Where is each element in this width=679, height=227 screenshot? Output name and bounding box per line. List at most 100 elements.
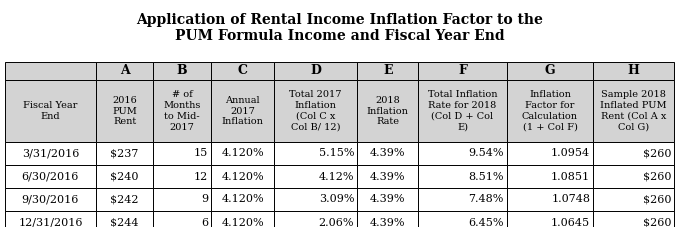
Bar [593, 142, 674, 165]
Text: E: E [383, 64, 392, 77]
Bar [507, 188, 593, 211]
Bar [507, 142, 593, 165]
Text: 6.45%: 6.45% [469, 217, 504, 227]
Bar [274, 211, 357, 227]
Bar [211, 165, 274, 188]
Bar [274, 142, 357, 165]
Text: 4.39%: 4.39% [370, 172, 405, 182]
Text: $244: $244 [111, 217, 139, 227]
Text: 3/31/2016: 3/31/2016 [22, 148, 79, 158]
Bar [153, 211, 211, 227]
Text: 12: 12 [194, 172, 208, 182]
Text: 6/30/2016: 6/30/2016 [22, 172, 79, 182]
Bar [211, 62, 274, 80]
Text: $242: $242 [111, 195, 139, 205]
Text: PUM Formula Income and Fiscal Year End: PUM Formula Income and Fiscal Year End [175, 29, 504, 43]
Bar [96, 211, 153, 227]
Text: $260: $260 [642, 217, 671, 227]
Bar [153, 142, 211, 165]
Bar [357, 62, 418, 80]
Text: 8.51%: 8.51% [469, 172, 504, 182]
Bar [593, 165, 674, 188]
Bar [507, 211, 593, 227]
Text: Total Inflation
Rate for 2018
(Col D + Col
E): Total Inflation Rate for 2018 (Col D + C… [428, 90, 497, 132]
Text: $240: $240 [111, 172, 139, 182]
Bar [96, 142, 153, 165]
Bar [153, 80, 211, 142]
Text: 6: 6 [201, 217, 208, 227]
Text: H: H [627, 64, 640, 77]
Bar [593, 80, 674, 142]
Text: Sample 2018
Inflated PUM
Rent (Col A x
Col G): Sample 2018 Inflated PUM Rent (Col A x C… [600, 90, 667, 132]
Bar [357, 188, 418, 211]
Text: # of
Months
to Mid-
2017: # of Months to Mid- 2017 [164, 90, 201, 132]
Text: 5.15%: 5.15% [318, 148, 354, 158]
Bar [418, 142, 507, 165]
Text: 9.54%: 9.54% [469, 148, 504, 158]
Text: C: C [238, 64, 248, 77]
Text: 4.39%: 4.39% [370, 217, 405, 227]
Bar [357, 142, 418, 165]
Bar [153, 165, 211, 188]
Text: 12/31/2016: 12/31/2016 [18, 217, 83, 227]
Text: Application of Rental Income Inflation Factor to the: Application of Rental Income Inflation F… [136, 13, 543, 27]
Text: G: G [545, 64, 555, 77]
Bar [593, 188, 674, 211]
Text: 4.120%: 4.120% [221, 217, 264, 227]
Bar [211, 142, 274, 165]
Text: 15: 15 [194, 148, 208, 158]
Bar [418, 188, 507, 211]
Bar [418, 211, 507, 227]
Text: A: A [120, 64, 130, 77]
Bar [357, 211, 418, 227]
Bar [274, 80, 357, 142]
Bar [507, 165, 593, 188]
Bar [5, 62, 96, 80]
Bar [153, 188, 211, 211]
Text: B: B [177, 64, 187, 77]
Text: 2.06%: 2.06% [318, 217, 354, 227]
Text: 4.120%: 4.120% [221, 172, 264, 182]
Bar [418, 165, 507, 188]
Text: $237: $237 [111, 148, 139, 158]
Bar [96, 62, 153, 80]
Text: 1.0954: 1.0954 [551, 148, 590, 158]
Bar [211, 188, 274, 211]
Text: 4.120%: 4.120% [221, 148, 264, 158]
Text: 1.0645: 1.0645 [551, 217, 590, 227]
Text: 1.0851: 1.0851 [551, 172, 590, 182]
Text: Annual
2017
Inflation: Annual 2017 Inflation [221, 96, 263, 126]
Bar [96, 188, 153, 211]
Text: 7.48%: 7.48% [469, 195, 504, 205]
Bar [211, 211, 274, 227]
Bar [357, 80, 418, 142]
Bar [507, 62, 593, 80]
Bar [274, 188, 357, 211]
Bar [274, 165, 357, 188]
Bar [418, 62, 507, 80]
Text: 4.12%: 4.12% [318, 172, 354, 182]
Text: 4.39%: 4.39% [370, 195, 405, 205]
Bar [211, 80, 274, 142]
Text: 2016
PUM
Rent: 2016 PUM Rent [112, 96, 137, 126]
Text: $260: $260 [642, 148, 671, 158]
Bar [274, 62, 357, 80]
Bar [5, 165, 96, 188]
Text: Fiscal Year
End: Fiscal Year End [23, 101, 77, 121]
Text: Inflation
Factor for
Calculation
(1 + Col F): Inflation Factor for Calculation (1 + Co… [522, 90, 578, 132]
Text: D: D [310, 64, 321, 77]
Bar [593, 62, 674, 80]
Bar [5, 211, 96, 227]
Text: 4.120%: 4.120% [221, 195, 264, 205]
Bar [96, 165, 153, 188]
Bar [5, 142, 96, 165]
Text: Total 2017
Inflation
(Col C x
Col B/ 12): Total 2017 Inflation (Col C x Col B/ 12) [289, 90, 342, 132]
Text: 1.0748: 1.0748 [551, 195, 590, 205]
Bar [96, 80, 153, 142]
Text: F: F [458, 64, 467, 77]
Bar [153, 62, 211, 80]
Text: 9: 9 [201, 195, 208, 205]
Bar [418, 80, 507, 142]
Bar [357, 165, 418, 188]
Text: 9/30/2016: 9/30/2016 [22, 195, 79, 205]
